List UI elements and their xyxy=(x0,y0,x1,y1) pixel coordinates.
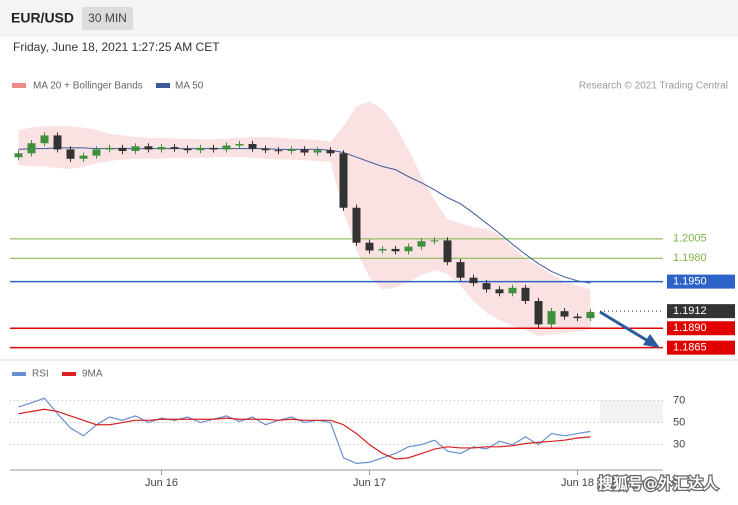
level-tag xyxy=(667,304,735,319)
y-tick-label: 50 xyxy=(673,416,685,428)
indicator-line xyxy=(18,408,591,460)
candle-body xyxy=(482,283,491,290)
forecast-zone xyxy=(600,400,663,423)
candle-body xyxy=(339,153,348,208)
candle-body xyxy=(287,149,296,151)
candle-body xyxy=(79,155,88,159)
legend-label: RSI xyxy=(32,369,49,380)
level-label: 1.2005 xyxy=(673,233,707,245)
level-label: 1.1890 xyxy=(673,322,707,334)
candle-body xyxy=(391,248,400,252)
candle-body xyxy=(573,316,582,319)
credit: Research © 2021 Trading Central xyxy=(579,81,728,92)
x-tick-label: Jun 16 xyxy=(145,477,178,489)
candle-body xyxy=(27,143,36,154)
candle-body xyxy=(313,150,322,153)
level-label: 1.1912 xyxy=(673,305,707,317)
candle-body xyxy=(14,153,23,158)
candle-body xyxy=(443,240,452,263)
legend-label: 9MA xyxy=(82,369,103,380)
plot: MA 20 + Bollinger Bands MA 50 1.2005 1.1980… xyxy=(10,81,735,489)
watermark: 搜狐号@外汇达人 xyxy=(598,475,719,493)
candle-body xyxy=(274,150,283,152)
level-label: 1.1980 xyxy=(673,252,707,264)
level-tag xyxy=(667,321,735,336)
candle-body xyxy=(560,311,569,317)
indicator-line xyxy=(18,397,591,464)
candle-body xyxy=(118,147,127,151)
candle-body xyxy=(417,241,426,247)
candle-body xyxy=(248,143,257,149)
candle-body xyxy=(131,146,140,151)
candle-body xyxy=(235,143,244,146)
candle-body xyxy=(66,149,75,159)
candle-body xyxy=(53,135,62,150)
candle-body xyxy=(92,149,101,156)
candle-body xyxy=(404,246,413,252)
legend-swatch xyxy=(12,83,26,88)
legend-swatch xyxy=(62,372,76,376)
candle-body xyxy=(456,262,465,278)
candle-body xyxy=(157,147,166,150)
candle-body xyxy=(196,147,205,151)
y-tick-label: 70 xyxy=(673,394,685,406)
candle-body xyxy=(534,301,543,325)
candle-body xyxy=(365,242,374,251)
forecast-arrow xyxy=(599,310,649,343)
candle-body xyxy=(378,248,387,251)
level-tag xyxy=(667,274,735,289)
level-label: 1.1950 xyxy=(673,275,707,287)
symbol: EUR/USD xyxy=(11,10,74,26)
candle-body xyxy=(170,147,179,149)
candle-body xyxy=(521,287,530,302)
forecast-arrowhead xyxy=(643,334,660,348)
candle-body xyxy=(352,207,361,243)
legend-swatch xyxy=(156,83,170,88)
timeframe-button[interactable] xyxy=(82,7,133,30)
candle-body xyxy=(469,277,478,284)
legend-label: MA 50 xyxy=(175,81,204,92)
candle-body xyxy=(40,135,49,144)
x-tick-label: Jun 18 xyxy=(561,477,594,489)
candle-body xyxy=(144,146,153,150)
y-tick-label: 30 xyxy=(673,439,685,451)
candle-body xyxy=(105,147,114,150)
candle-body xyxy=(300,149,309,153)
legend-label: MA 20 + Bollinger Bands xyxy=(33,81,143,92)
candle-body xyxy=(261,148,270,151)
candle-body xyxy=(430,240,439,242)
candle-body xyxy=(547,311,556,325)
candle-body xyxy=(508,287,517,294)
candle-body xyxy=(209,147,218,150)
candle-body xyxy=(586,311,595,319)
x-tick-label: Jun 17 xyxy=(353,477,386,489)
legend-swatch xyxy=(12,372,26,376)
candle-body xyxy=(222,145,231,150)
candle-body xyxy=(326,150,335,154)
candle-body xyxy=(495,289,504,294)
timestamp: Friday, June 18, 2021 1:27:25 AM CET xyxy=(13,40,220,54)
timeframe[interactable]: 30 MIN xyxy=(88,11,127,25)
candle-body xyxy=(183,148,192,151)
level-tag xyxy=(667,340,735,355)
level-label: 1.1865 xyxy=(673,342,707,354)
